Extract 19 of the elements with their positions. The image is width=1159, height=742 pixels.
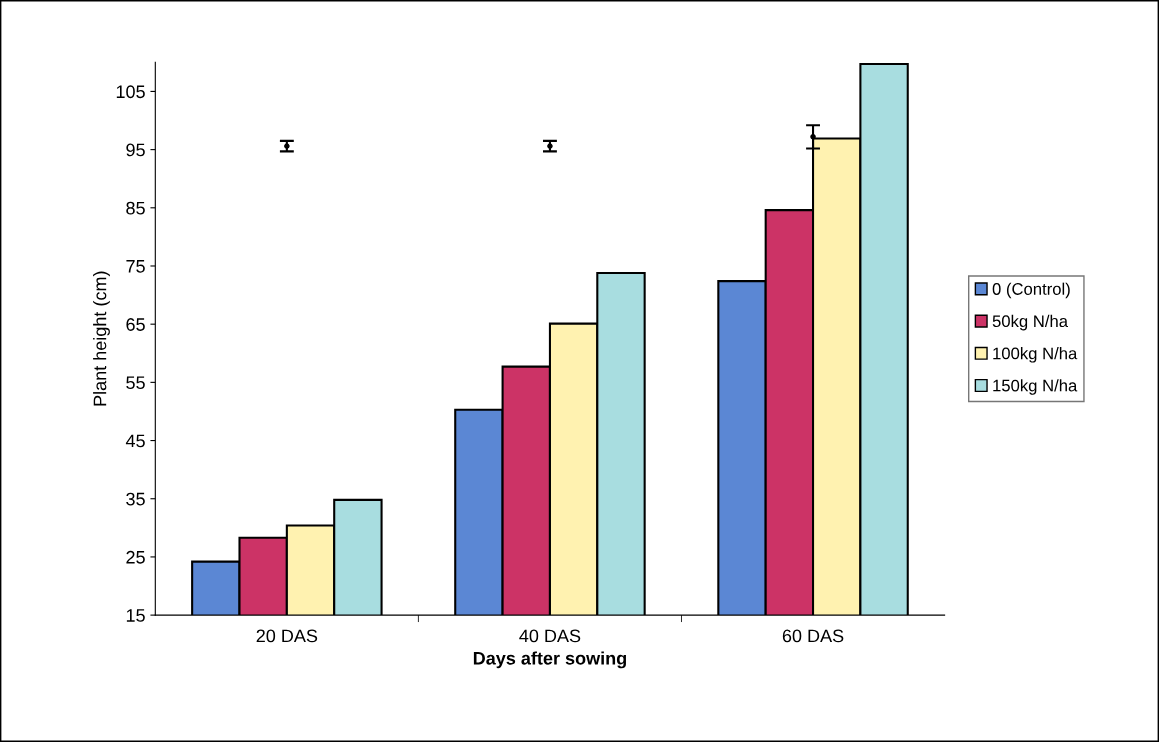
y-tick-label: 45 bbox=[125, 434, 145, 448]
y-tick-label: 95 bbox=[126, 143, 145, 157]
y-tick-label: 85 bbox=[126, 201, 145, 215]
x-tick-label: 20 DAS bbox=[256, 629, 318, 643]
legend-label: 50kg N/ha bbox=[992, 314, 1069, 331]
legend-label: 0 (Control) bbox=[992, 282, 1070, 299]
x-tick-label: 40 DAS bbox=[519, 629, 581, 643]
y-tick-label: 105 bbox=[116, 85, 145, 99]
y-tick-label: 75 bbox=[126, 260, 145, 273]
y-tick-label: 55 bbox=[126, 376, 145, 390]
x-tick-label: 60 DAS bbox=[782, 629, 844, 643]
legend-label: 100kg N/ha bbox=[993, 347, 1078, 363]
y-tick-label: 35 bbox=[126, 492, 145, 506]
x-axis-title: Days after sowing bbox=[473, 651, 626, 669]
y-tick-label: 15 bbox=[126, 609, 145, 622]
y-tick-label: 65 bbox=[126, 318, 145, 331]
y-tick-label: 25 bbox=[126, 550, 145, 564]
legend-label: 150kg N/ha bbox=[993, 379, 1078, 395]
y-axis-title: Plant height (cm) bbox=[93, 271, 110, 406]
